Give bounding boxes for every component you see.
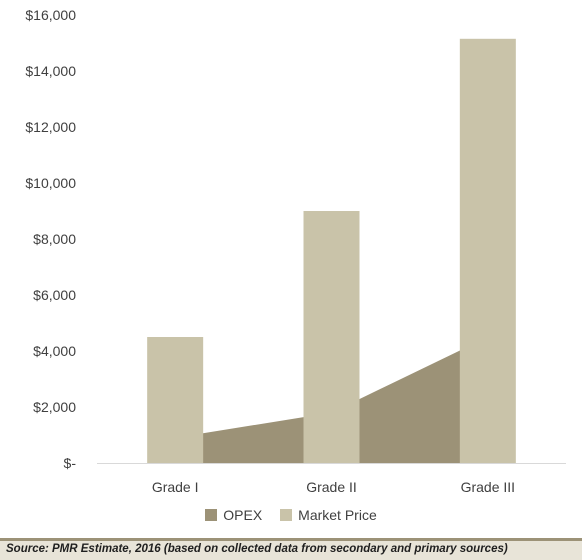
- y-tick-label: $-: [64, 455, 77, 471]
- chart-plot: $- $2,000 $4,000 $6,000 $8,000 $10,000 $12,000…: [25, 7, 566, 495]
- y-tick-label: $2,000: [33, 399, 76, 415]
- y-tick-label: $14,000: [25, 63, 76, 79]
- bar-market-price-grade-ii: [303, 211, 360, 463]
- bar-market-price-grade-iii: [459, 38, 516, 464]
- x-tick-label: Grade II: [306, 479, 357, 495]
- legend-swatch-opex: [205, 509, 218, 521]
- legend: OPEX Market Price: [0, 507, 582, 523]
- legend-label-opex: OPEX: [223, 507, 263, 523]
- bar-market-price-grade-i: [147, 337, 204, 463]
- legend-swatch-market-price: [280, 509, 293, 521]
- opex-area: [175, 337, 488, 463]
- x-tick-label: Grade III: [461, 479, 515, 495]
- y-tick-label: $10,000: [25, 175, 76, 191]
- y-tick-label: $12,000: [25, 119, 76, 135]
- legend-label-market-price: Market Price: [298, 507, 377, 523]
- legend-item-opex: OPEX: [205, 507, 262, 523]
- y-tick-label: $4,000: [33, 343, 76, 359]
- legend-item-market-price: Market Price: [280, 507, 377, 523]
- y-tick-label: $16,000: [25, 7, 76, 23]
- source-note: Source: PMR Estimate, 2016 (based on col…: [6, 543, 508, 555]
- source-band: Source: PMR Estimate, 2016 (based on col…: [0, 538, 582, 560]
- x-tick-label: Grade I: [152, 479, 199, 495]
- y-tick-label: $8,000: [33, 231, 76, 247]
- y-tick-label: $6,000: [33, 287, 76, 303]
